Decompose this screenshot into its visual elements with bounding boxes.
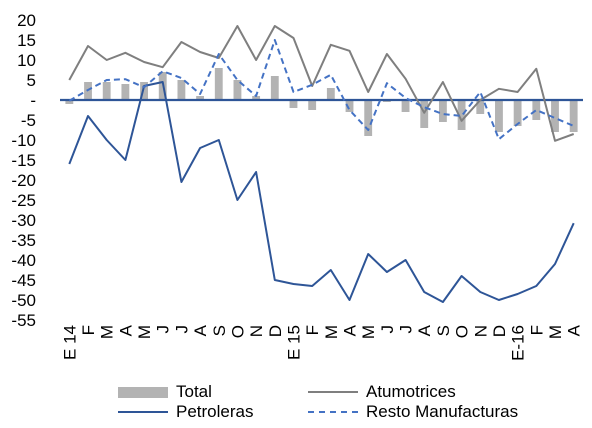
x-tick-label: M: [546, 325, 565, 339]
legend-item-resto-manufacturas: Resto Manufacturas: [308, 402, 518, 422]
x-tick-label: A: [341, 324, 360, 336]
line-series: [68, 25, 575, 303]
x-tick-label: F: [79, 325, 98, 335]
y-tick-label: 5: [27, 71, 36, 90]
legend-item-petroleras: Petroleras: [118, 402, 253, 422]
x-tick-label: D: [490, 325, 509, 337]
legend-label-resto-manufacturas: Resto Manufacturas: [366, 402, 519, 421]
x-tick-label: J: [154, 325, 173, 334]
y-tick-label: -10: [11, 131, 36, 150]
y-tick-label: -20: [11, 171, 36, 190]
y-tick-label: -: [30, 91, 36, 110]
bar-total: [65, 100, 74, 104]
bar-total: [364, 100, 373, 136]
bar-total: [345, 100, 354, 112]
y-tick-label: -45: [11, 271, 36, 290]
legend: Total Atumotrices Petroleras Resto Manuf…: [0, 380, 592, 428]
y-tick-label: -55: [11, 311, 36, 330]
bar-total: [140, 82, 148, 100]
x-tick-label: M: [135, 325, 154, 339]
bar-total: [438, 100, 447, 122]
y-tick-label: 15: [17, 31, 36, 50]
chart: 2015105--5-10-15-20-25-30-35-40-45-50-55…: [11, 11, 583, 361]
x-tick-label: S: [210, 325, 229, 336]
bar-total: [102, 82, 111, 100]
x-tick-label: E 15: [285, 325, 304, 360]
x-tick-label: F: [303, 325, 322, 335]
bar-total: [252, 96, 261, 100]
y-tick-label: -35: [11, 231, 36, 250]
bar-total: [401, 100, 410, 112]
legend-swatch-resto-manufacturas: [308, 411, 358, 413]
y-tick-label: -40: [11, 251, 36, 270]
x-tick-label: J: [378, 325, 397, 334]
bar-total: [308, 100, 317, 110]
x-tick-label: E 14: [60, 325, 79, 360]
y-tick-label: 20: [17, 11, 36, 30]
bar-total: [196, 96, 205, 100]
x-tick-label: M: [359, 325, 378, 339]
legend-item-atumotrices: Atumotrices: [308, 382, 456, 402]
bar-total: [551, 100, 559, 132]
bar-total: [233, 80, 242, 100]
x-tick-label: F: [527, 325, 546, 335]
x-tick-label: D: [266, 325, 285, 337]
legend-item-total: Total: [118, 382, 212, 402]
bar-total: [476, 100, 485, 114]
x-tick-label: N: [247, 325, 266, 337]
bar-total: [495, 100, 503, 132]
y-tick-label: -15: [11, 151, 36, 170]
x-tick-label: J: [397, 325, 416, 334]
line-atumotrices: [68, 25, 575, 142]
x-tick-label: M: [98, 325, 117, 339]
bar-total: [532, 100, 541, 120]
bar-total: [326, 88, 335, 100]
x-tick-label: O: [453, 325, 472, 338]
y-tick-label: -50: [11, 291, 36, 310]
bar-total: [569, 100, 578, 132]
y-tick-label: 10: [17, 51, 36, 70]
legend-swatch-total: [118, 386, 168, 398]
line-petroleras: [68, 81, 575, 303]
x-tick-label: O: [228, 325, 247, 338]
bar-total: [420, 100, 429, 128]
bar-total: [177, 80, 186, 100]
y-tick-label: -25: [11, 191, 36, 210]
legend-swatch-petroleras: [118, 411, 168, 413]
bar-total: [214, 68, 223, 100]
y-tick-label: -5: [21, 111, 36, 130]
x-tick-label: J: [172, 325, 191, 334]
bars-series-total: [65, 68, 578, 136]
bar-total: [513, 100, 522, 126]
x-tick-label: A: [191, 324, 210, 336]
x-tick-label: A: [116, 324, 135, 336]
legend-swatch-atumotrices: [308, 391, 358, 393]
line-resto-manufacturas: [68, 39, 575, 141]
bar-total: [289, 100, 298, 108]
legend-label-atumotrices: Atumotrices: [366, 382, 456, 401]
bar-total: [121, 84, 130, 100]
bar-total: [457, 100, 466, 130]
x-tick-label: M: [322, 325, 341, 339]
x-tick-label: A: [415, 324, 434, 336]
x-tick-label: A: [565, 324, 584, 336]
legend-label-petroleras: Petroleras: [176, 402, 254, 421]
legend-label-total: Total: [176, 382, 212, 401]
y-tick-label: -30: [11, 211, 36, 230]
x-tick-label: N: [471, 325, 490, 337]
x-tick-label: E-16: [509, 325, 528, 361]
x-tick-label: S: [434, 325, 453, 336]
x-axis-ticks: E 14 F M A M J J A S O N D E 15 F M A M J J A S O N D E-16 F M A: [60, 324, 583, 361]
bar-total: [270, 76, 279, 100]
